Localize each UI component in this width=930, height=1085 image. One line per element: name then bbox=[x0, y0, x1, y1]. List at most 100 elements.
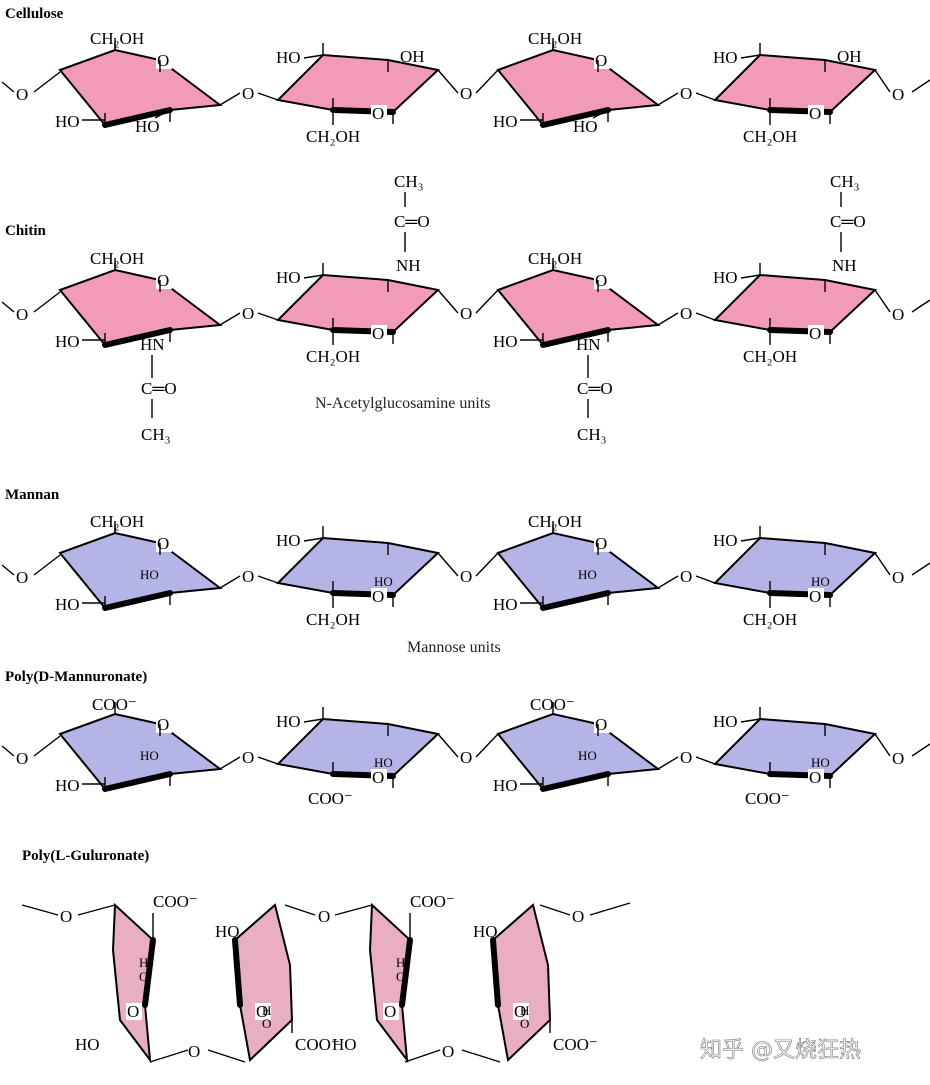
hydroxyl-label: HO bbox=[713, 268, 738, 287]
hydroxyl-label: HO bbox=[140, 748, 159, 763]
chitin-caption: N-Acetylglucosamine units bbox=[315, 395, 491, 412]
glycosidic-oxygen-label: O bbox=[680, 748, 692, 767]
ring-front-edge bbox=[102, 327, 173, 348]
ring-oxygen-label: O bbox=[809, 768, 821, 787]
hydroxyl-label: HO bbox=[473, 922, 498, 941]
sugar-ring: O bbox=[275, 526, 441, 607]
hydroxyl-label: OH bbox=[837, 47, 862, 66]
hydroxyl-label: HO bbox=[215, 922, 240, 941]
ring-substituents: HO CH₂OH bbox=[276, 268, 360, 366]
ring-face bbox=[496, 48, 661, 127]
ring-oxygen-label: O bbox=[595, 715, 607, 734]
acetyl-co-label: C═O bbox=[394, 212, 430, 231]
carboxylate-label: COO⁻ bbox=[530, 695, 575, 714]
glycosidic-oxygen: O bbox=[657, 84, 716, 106]
ring-front-edge bbox=[102, 107, 173, 128]
ring-front-edge bbox=[490, 937, 501, 1008]
hydroxyl-label: HO bbox=[374, 755, 393, 770]
glycosidic-oxygen-label: O bbox=[318, 907, 330, 926]
ring-oxygen-label: O bbox=[157, 534, 169, 553]
chain-end-left: O bbox=[1, 554, 61, 587]
ch2oh-label: CH₂OH bbox=[528, 29, 582, 48]
ring-substituents: HO CH₂OH HO bbox=[276, 531, 393, 629]
carboxylate-label: COO⁻ bbox=[308, 789, 353, 808]
ring-substituents: CH₂OH HO HO bbox=[55, 512, 159, 614]
hydrogen-label: H bbox=[396, 955, 405, 970]
ring-oxygen-label: O bbox=[372, 768, 384, 787]
ring-oh-label: O bbox=[139, 969, 148, 984]
chitin-acetyl-top-2: CH₃ C═O NH bbox=[830, 172, 866, 275]
ring-face bbox=[275, 536, 441, 597]
hydroxyl-label: HO bbox=[55, 595, 80, 614]
ring-substituents: CH₂OH HO bbox=[493, 249, 582, 351]
hydroxyl-label: HO bbox=[493, 595, 518, 614]
ch2oh-label: CH₂OH bbox=[90, 249, 144, 268]
glycosidic-oxygen-label: O bbox=[680, 567, 692, 586]
ring-front-edge bbox=[142, 937, 156, 1008]
sugar-ring: O bbox=[496, 38, 661, 128]
ring-oxygen-label: O bbox=[372, 104, 384, 123]
glycosidic-oxygen: O bbox=[437, 552, 499, 586]
sugar-ring: O bbox=[58, 702, 223, 792]
acetyl-hn-label: HN bbox=[140, 335, 165, 354]
ring-face bbox=[712, 536, 878, 597]
chain-end-oxygen-label: O bbox=[60, 907, 72, 926]
acetyl-ch3-label: CH₃ bbox=[394, 172, 424, 191]
ring-face bbox=[491, 903, 552, 1063]
acetyl-co-label: C═O bbox=[577, 379, 613, 398]
ring-oxygen-label: O bbox=[256, 1002, 268, 1021]
acetyl-co-label: C═O bbox=[141, 379, 177, 398]
chain-end-right: O bbox=[874, 69, 930, 104]
ring-oxygen-label: O bbox=[514, 1002, 526, 1021]
glycosidic-oxygen-label: O bbox=[242, 567, 254, 586]
ring-oxygen-label: O bbox=[595, 271, 607, 290]
chain-end-oxygen-label: O bbox=[16, 749, 28, 768]
ring-substituents: HO CH₂OH HO bbox=[713, 531, 830, 629]
ring-oxygen-label: O bbox=[157, 271, 169, 290]
ring-face bbox=[712, 717, 878, 778]
chain-end-left: O bbox=[1, 71, 61, 104]
ch2oh-label: CH₂OH bbox=[743, 610, 797, 629]
hydroxyl-label: HO bbox=[135, 117, 160, 136]
guluronate-chain: O OOO OOCOO⁻HOHOOHOHOCOO⁻OCOO⁻HOHOOHOHOCOO… bbox=[21, 892, 631, 1064]
sugar-ring: O bbox=[58, 38, 223, 128]
glycosidic-oxygen-label: O bbox=[460, 567, 472, 586]
hydroxyl-label: HO bbox=[493, 332, 518, 351]
acetyl-hn-label: HN bbox=[576, 335, 601, 354]
guluronate-title: Poly(L-Guluronate) bbox=[22, 848, 149, 864]
chain-end-left: O bbox=[1, 735, 61, 768]
ring-oxygen-label: O bbox=[809, 587, 821, 606]
ch2oh-label: CH₂OH bbox=[306, 347, 360, 366]
acetyl-co-label: C═O bbox=[830, 212, 866, 231]
hydroxyl-label: HO bbox=[493, 776, 518, 795]
glycosidic-oxygen: O bbox=[657, 304, 716, 326]
hydroxyl-label: HO bbox=[493, 112, 518, 131]
chain-end-oxygen-label: O bbox=[572, 907, 584, 926]
ring-oh-label: O bbox=[262, 1016, 271, 1031]
chain-end-oxygen-label: O bbox=[892, 568, 904, 587]
carboxylate-label: COO⁻ bbox=[295, 1035, 340, 1054]
chain-end-right: O bbox=[874, 552, 930, 587]
hydroxyl-label: HO bbox=[578, 567, 597, 582]
hydroxyl-label: HO bbox=[713, 712, 738, 731]
sugar-ring: O bbox=[496, 521, 661, 611]
ring-substituents: HO CH₂OH OH bbox=[713, 47, 862, 146]
ring-substituents: CH₂OH HO bbox=[55, 249, 144, 351]
ring-front-edge bbox=[232, 937, 243, 1008]
hydrogen-label: H bbox=[262, 1003, 271, 1018]
hydroxyl-label: HO bbox=[75, 1035, 100, 1054]
chitin-acetyl-bottom-1: HN C═O CH₃ bbox=[140, 335, 177, 444]
glycosidic-oxygen-label: O bbox=[242, 304, 254, 323]
carboxylate-label: COO⁻ bbox=[553, 1035, 598, 1054]
ring-face bbox=[58, 48, 223, 127]
ring-front-edge bbox=[102, 771, 173, 792]
cellulose-title: Cellulose bbox=[5, 6, 64, 22]
hydroxyl-label: HO bbox=[276, 268, 301, 287]
hydroxyl-label: HO bbox=[276, 712, 301, 731]
carboxylate-label: COO⁻ bbox=[153, 892, 198, 911]
carboxylate-label: COO⁻ bbox=[410, 892, 455, 911]
